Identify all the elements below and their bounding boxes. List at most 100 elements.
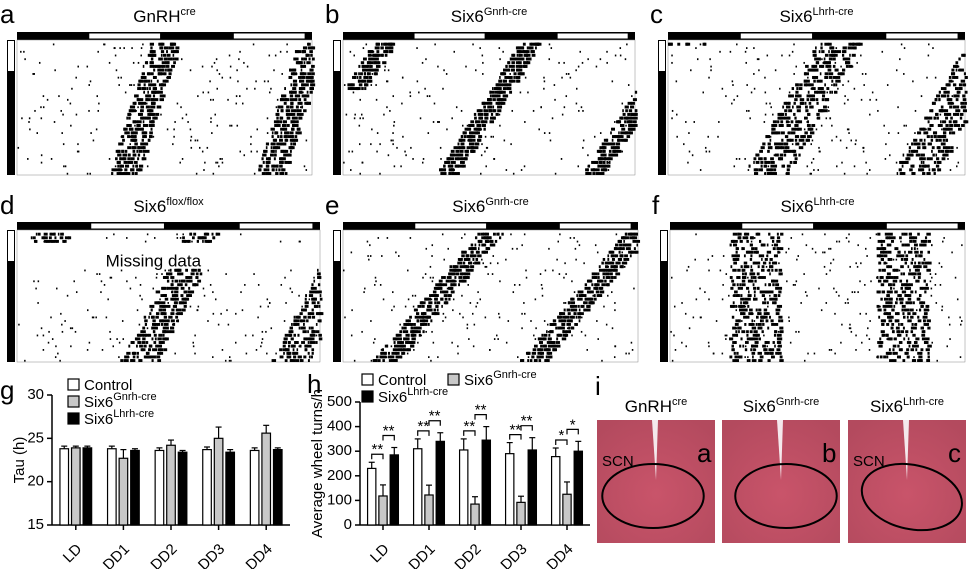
activity [404,150,406,153]
activity [811,87,816,91]
activity [786,280,788,283]
activity [403,327,405,330]
activity [759,309,762,312]
activity [622,243,625,247]
activity [573,304,578,308]
activity [303,315,307,319]
activity [88,109,90,112]
activity [771,239,775,243]
activity [164,326,169,330]
activity [834,90,838,94]
activity [279,116,284,120]
activity [227,98,229,101]
activity [806,294,808,297]
activity [855,139,857,142]
activity [900,240,902,243]
activity [848,42,851,46]
activity [852,42,857,46]
activity [345,113,348,116]
activity [400,348,403,352]
activity [402,344,406,348]
activity [423,319,429,323]
activity [932,153,935,157]
activity [624,105,629,109]
activity [799,98,805,102]
activity [499,280,501,283]
activity [414,330,418,334]
activity [625,109,628,113]
activity [158,68,162,72]
activity [119,142,124,146]
light-phase [414,33,485,39]
activity [961,124,965,127]
activity [567,315,570,319]
activity [920,95,923,98]
activity [370,54,373,57]
activity [307,42,310,46]
activity [927,54,930,57]
activity [415,312,420,316]
activity [516,79,521,83]
activity [132,149,136,153]
activity [922,286,927,290]
activity [141,116,145,120]
activity [461,294,463,297]
activity [126,237,128,239]
activity [731,80,734,83]
activity [797,255,800,257]
activity [145,98,149,102]
activity [504,75,508,79]
activity [816,61,819,65]
activity [435,297,438,301]
activity [413,349,415,351]
activity [835,83,838,87]
activity [176,102,179,105]
activity [746,109,748,112]
activity [150,127,153,131]
activity [613,356,616,359]
activity [594,283,598,287]
activity [155,276,158,279]
activity [366,240,369,243]
activity [735,330,738,334]
activity [803,83,807,87]
activity [880,243,883,247]
activity [578,308,581,312]
activity [738,308,744,312]
activity [708,76,710,79]
activity [476,109,481,113]
activity [578,109,580,112]
activity [563,276,565,279]
activity [819,90,823,94]
activity [520,50,525,54]
activity [386,50,389,54]
activity [164,269,167,272]
activity [280,164,283,168]
activity [268,54,271,57]
activity [163,323,168,326]
activity [711,255,714,257]
activity [90,132,92,134]
activity [477,291,479,294]
activity [465,65,467,68]
activity [271,135,274,139]
activity [172,57,175,61]
activity [951,251,953,254]
activity [619,254,623,258]
activity [466,146,471,150]
activity [843,172,846,175]
activity [119,47,121,50]
activity [502,68,505,72]
activity [263,149,268,153]
activity [849,53,851,57]
activity [784,116,788,120]
activity [121,157,126,161]
activity [447,160,451,164]
activity [309,50,313,54]
activity [960,68,964,72]
activity [877,308,882,312]
panel-title-sup: Lhrh-cre [813,6,854,18]
activity [495,112,499,116]
activity [785,172,790,175]
activity [903,73,905,75]
